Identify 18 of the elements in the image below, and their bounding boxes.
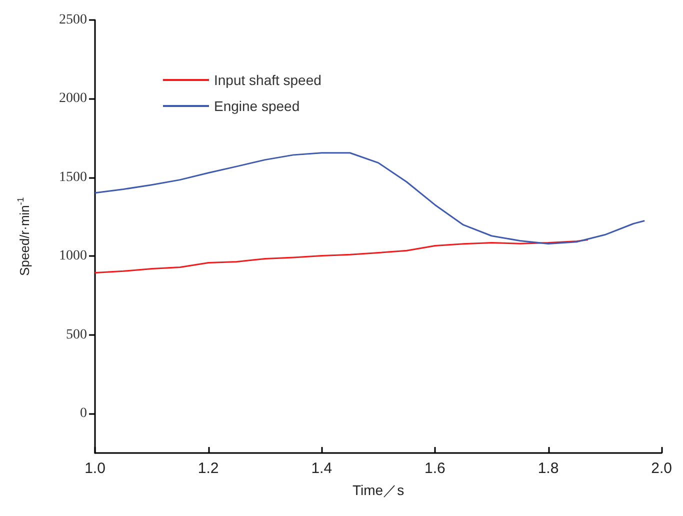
x-tick-label: 2.0 xyxy=(651,460,672,477)
y-tick-label: 1500 xyxy=(59,170,87,185)
line-series xyxy=(94,152,646,244)
y-tick-label: 1000 xyxy=(59,248,87,264)
y-tick-label: 2000 xyxy=(59,91,87,106)
legend-label: Engine speed xyxy=(214,98,300,114)
y-tick-label: 0 xyxy=(80,406,87,422)
line-series xyxy=(94,239,589,274)
y-tick-label: 500 xyxy=(66,327,87,342)
y-axis-title: Speed/r·min-1 xyxy=(16,197,32,276)
x-tick-label: 1.6 xyxy=(424,460,446,477)
y-tick-label: 2500 xyxy=(59,12,87,28)
x-tick-label: 1.8 xyxy=(538,460,559,477)
x-tick-label: 1.2 xyxy=(198,460,219,477)
x-tick-label: 1.4 xyxy=(311,460,332,477)
legend-label: Input shaft speed xyxy=(214,72,322,88)
x-tick-label: 1.0 xyxy=(84,460,106,477)
x-axis-title: Time／s xyxy=(352,482,404,498)
